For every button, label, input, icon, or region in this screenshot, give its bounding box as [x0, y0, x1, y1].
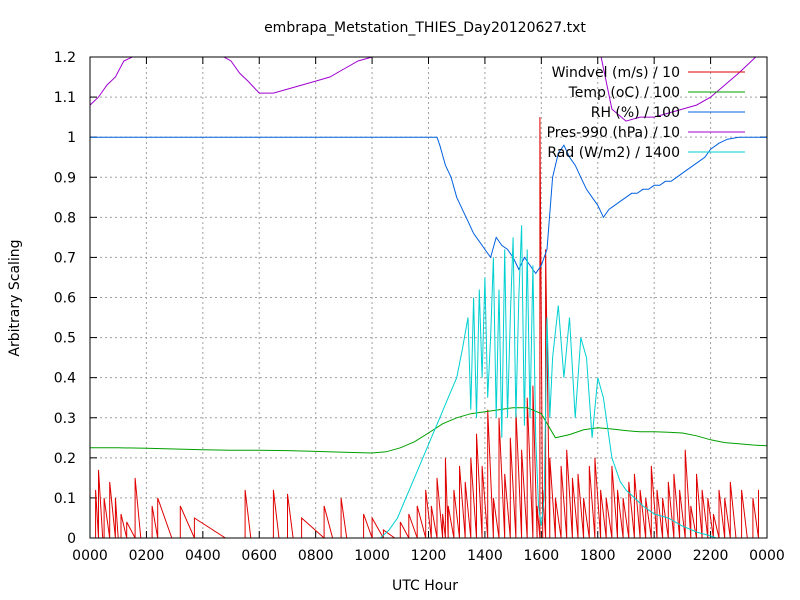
y-tick-label: 0.1 [54, 491, 76, 507]
legend-label: Rad (W/m2) / 1400 [547, 145, 680, 161]
x-tick-label: 1600 [524, 548, 560, 564]
y-tick-label: 0.2 [54, 451, 76, 467]
x-tick-label: 1200 [411, 548, 447, 564]
x-tick-label: 0600 [241, 548, 277, 564]
axis-ticks: 0000 0200 0400 0600 0800 1000 1200 1400 1600 1800… [54, 50, 785, 564]
legend-label: Temp (oC) / 100 [568, 85, 680, 101]
x-tick-label: 2000 [636, 548, 672, 564]
x-tick-label: 2200 [693, 548, 729, 564]
series-line-3 [90, 136, 767, 275]
y-tick-label: 1.2 [54, 50, 76, 66]
y-axis-label: Arbitrary Scaling [7, 239, 23, 356]
series-lines [90, 57, 767, 538]
x-tick-label: 0800 [298, 548, 334, 564]
y-tick-label: 0.7 [54, 250, 76, 266]
y-tick-label: 0.4 [54, 371, 76, 387]
y-tick-label: 0.5 [54, 331, 76, 347]
y-tick-label: 0.6 [54, 291, 76, 307]
series-line-2 [90, 407, 767, 454]
legend-label: RH (%) / 100 [591, 105, 680, 121]
plot-frame [89, 56, 768, 539]
legend-label: Pres-990 (hPa) / 10 [547, 125, 680, 141]
y-tick-label: 0.9 [54, 170, 76, 186]
x-tick-label: 0200 [129, 548, 165, 564]
x-tick-label: 1000 [354, 548, 390, 564]
legend: Windvel (m/s) / 10 Temp (oC) / 100 RH (%) … [547, 65, 745, 161]
x-tick-label: 0400 [185, 548, 221, 564]
series-line-4 [90, 57, 757, 122]
chart-title: embrapa_Metstation_THIES_Day20120627.txt [264, 20, 586, 36]
y-tick-label: 0.8 [54, 210, 76, 226]
y-tick-label: 0.3 [54, 411, 76, 427]
x-tick-label: 0000 [749, 548, 785, 564]
series-line-5 [380, 225, 717, 538]
legend-label: Windvel (m/s) / 10 [552, 65, 680, 81]
y-tick-label: 0 [67, 531, 76, 547]
y-tick-label: 1 [67, 130, 76, 146]
x-axis-label: UTC Hour [392, 578, 458, 594]
x-tick-label: 1400 [467, 548, 503, 564]
y-tick-label: 1.1 [54, 90, 76, 106]
series-line-1 [90, 117, 759, 538]
x-tick-label: 0000 [72, 548, 108, 564]
x-tick-label: 1800 [580, 548, 616, 564]
